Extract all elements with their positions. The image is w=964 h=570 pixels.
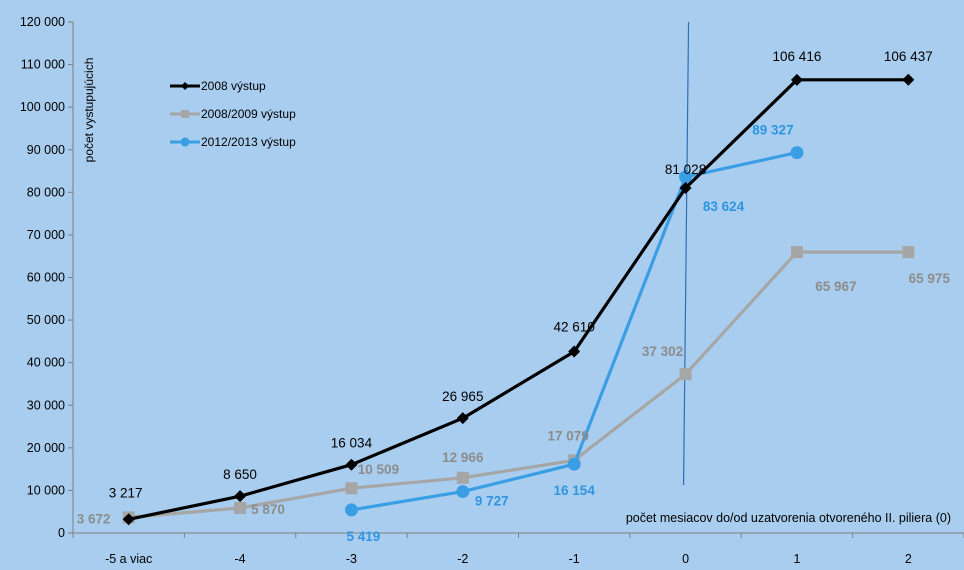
y-tick-label: 110 000 — [21, 58, 65, 72]
point-marker — [568, 345, 581, 358]
data-label: 5 419 — [347, 529, 381, 544]
legend-marker — [181, 110, 189, 118]
data-label: 37 302 — [642, 344, 683, 359]
series-line — [128, 250, 909, 519]
data-label: 106 437 — [884, 49, 933, 64]
x-axis-label: počet mesiacov do/od uzatvorenia otvoren… — [626, 511, 951, 525]
x-tick-label: 0 — [682, 552, 689, 566]
data-label: 10 509 — [358, 462, 399, 477]
legend-label: 2008 výstup — [201, 79, 266, 93]
data-label: 42 610 — [554, 320, 595, 335]
series-layer — [122, 73, 915, 526]
point-marker — [345, 482, 358, 495]
axes: 0 10 000 20 000 30 000 40 000 50 000 60 000 70 … — [20, 15, 964, 566]
y-tick-label: 50 000 — [27, 313, 65, 327]
legend: 2008 výstup 2008/2009 výstup 2012/2013 výs… — [170, 79, 296, 149]
series-3 — [344, 146, 804, 517]
y-tick-label: 20 000 — [27, 441, 65, 455]
data-labels: 3 217 8 650 16 034 26 965 42 610 81 028 106 41… — [77, 49, 951, 544]
legend-item: 2012/2013 výstup — [170, 135, 296, 149]
y-tick-label: 120 000 — [20, 15, 65, 29]
legend-marker — [181, 82, 189, 90]
data-label: 17 079 — [548, 428, 589, 443]
data-label: 9 727 — [475, 494, 509, 509]
point-marker — [679, 181, 692, 194]
point-marker — [679, 368, 692, 381]
point-marker — [902, 73, 915, 86]
point-marker — [790, 73, 803, 86]
y-axis-label: počet vystupujúcich — [82, 58, 96, 163]
point-marker — [234, 502, 247, 515]
data-label: 106 416 — [773, 49, 822, 64]
legend-item: 2008/2009 výstup — [170, 107, 296, 121]
y-tick-label: 10 000 — [27, 483, 65, 497]
point-marker — [456, 412, 469, 425]
point-marker — [122, 513, 135, 526]
y-tick-label: 70 000 — [27, 228, 65, 242]
data-label: 3 672 — [77, 511, 111, 526]
legend-item: 2008 výstup — [170, 79, 266, 93]
data-label: 81 028 — [665, 162, 706, 177]
y-tick-label: 30 000 — [27, 398, 65, 412]
data-label: 83 624 — [703, 199, 745, 214]
x-tick-label: -5 a viac — [105, 552, 152, 566]
x-tick-label: -1 — [569, 552, 580, 566]
y-tick-label: 90 000 — [27, 143, 65, 157]
legend-marker — [180, 137, 190, 147]
point-marker — [567, 457, 581, 471]
point-marker — [456, 471, 469, 484]
x-tick-label: -3 — [346, 552, 357, 566]
point-marker — [790, 246, 803, 259]
reference-line — [682, 21, 690, 486]
x-tick-label: 2 — [905, 552, 912, 566]
point-marker — [679, 170, 693, 184]
point-marker — [345, 458, 358, 471]
series-1 — [122, 73, 915, 526]
x-tick-label: -2 — [457, 552, 468, 566]
series-2 — [122, 246, 915, 524]
point-marker — [344, 503, 358, 517]
data-label: 8 650 — [223, 467, 257, 482]
data-label: 12 966 — [442, 450, 484, 465]
data-label: 16 154 — [554, 483, 596, 498]
legend-label: 2012/2013 výstup — [201, 135, 296, 149]
y-tick-label: 80 000 — [27, 185, 65, 199]
point-marker — [790, 146, 804, 160]
data-label: 16 034 — [331, 436, 373, 451]
x-tick-label: -4 — [235, 552, 246, 566]
legend-label: 2008/2009 výstup — [201, 107, 296, 121]
y-tick-label: 0 — [58, 526, 65, 540]
x-tick-label: 1 — [793, 552, 800, 566]
data-label: 26 965 — [442, 389, 483, 404]
y-tick-label: 40 000 — [27, 356, 65, 370]
point-marker — [456, 485, 470, 499]
data-label: 5 870 — [251, 502, 285, 517]
data-label: 89 327 — [752, 123, 793, 138]
data-label: 65 975 — [909, 271, 951, 286]
y-tick-label: 100 000 — [20, 100, 65, 114]
y-tick-label: 60 000 — [27, 271, 65, 285]
point-marker — [234, 490, 247, 503]
data-label: 65 967 — [815, 279, 856, 294]
series-line — [128, 78, 909, 521]
point-marker — [902, 246, 915, 259]
data-label: 3 217 — [109, 485, 143, 500]
